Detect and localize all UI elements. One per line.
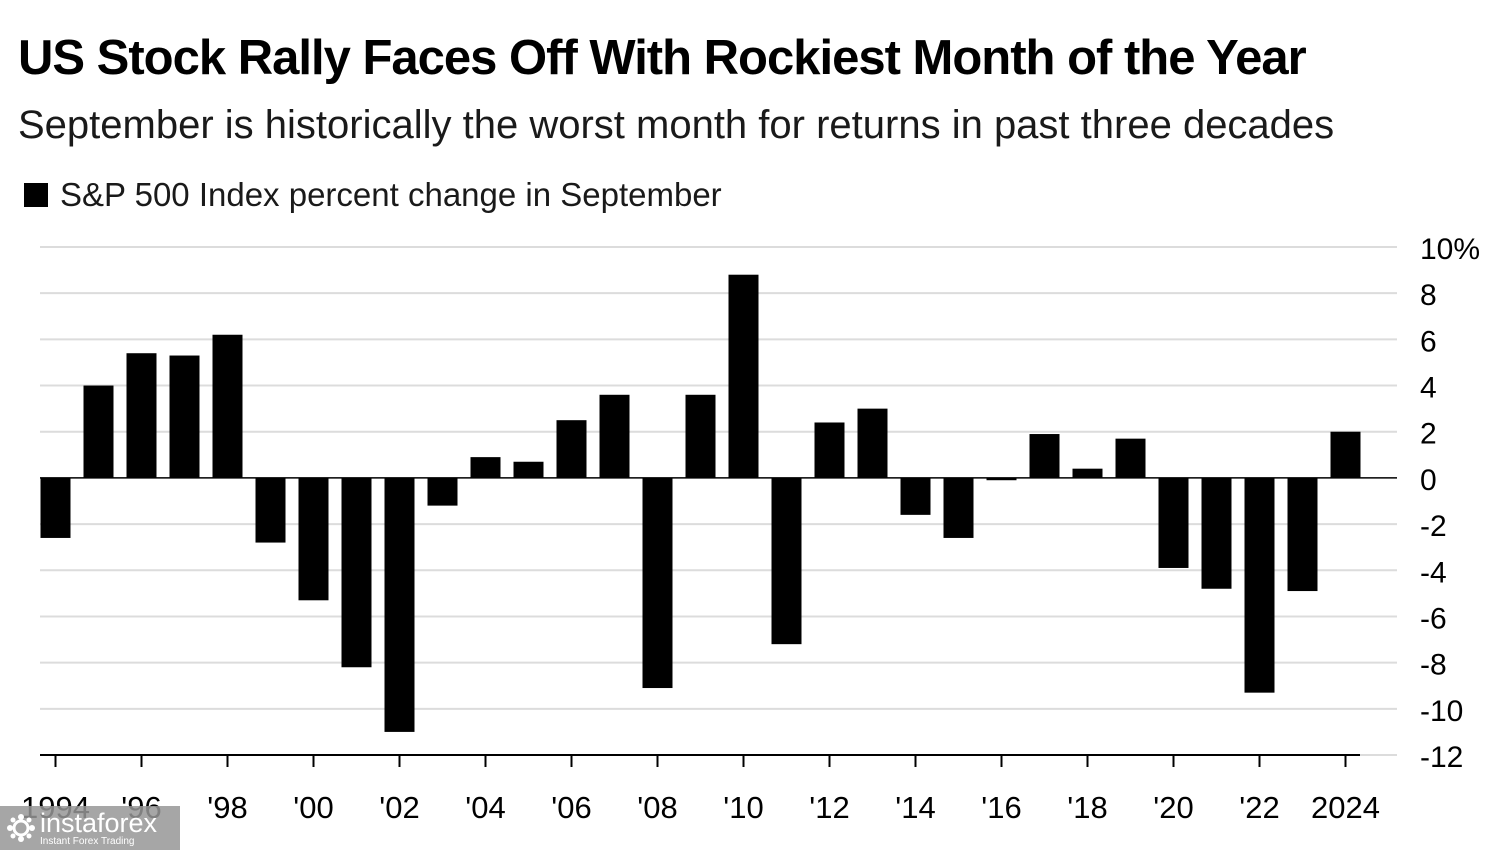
bar-2023 bbox=[1287, 477, 1318, 592]
bar-1998 bbox=[212, 334, 243, 478]
bar-2006 bbox=[556, 420, 587, 478]
bar-2009 bbox=[685, 394, 716, 478]
bar-2008 bbox=[642, 477, 673, 689]
legend: S&P 500 Index percent change in Septembe… bbox=[24, 176, 722, 214]
y-tick-label: -12 bbox=[1420, 741, 1463, 774]
bar-2024 bbox=[1330, 431, 1361, 478]
bar-1997 bbox=[169, 355, 200, 478]
x-tick-label: '98 bbox=[207, 790, 247, 825]
x-tick-label: '12 bbox=[809, 790, 849, 825]
x-tick-label: '00 bbox=[293, 790, 333, 825]
x-tick-label: '20 bbox=[1153, 790, 1193, 825]
y-tick-label: 6 bbox=[1420, 325, 1437, 358]
watermark-tagline: Instant Forex Trading bbox=[40, 835, 135, 847]
y-tick-label: -4 bbox=[1420, 556, 1447, 589]
bar-1996 bbox=[126, 353, 157, 478]
y-tick-label: -6 bbox=[1420, 602, 1447, 635]
y-tick-label: -2 bbox=[1420, 510, 1447, 543]
instaforex-logo-icon bbox=[7, 814, 35, 842]
bar-2007 bbox=[599, 394, 630, 478]
bar-2010 bbox=[728, 274, 759, 478]
x-tick-label: '18 bbox=[1067, 790, 1107, 825]
bar-2002 bbox=[384, 477, 415, 732]
bar-2011 bbox=[771, 477, 802, 645]
bar-2014 bbox=[900, 477, 931, 515]
bar-2018 bbox=[1072, 468, 1103, 478]
bar-2022 bbox=[1244, 477, 1275, 693]
y-tick-label: 10% bbox=[1420, 233, 1480, 266]
chart-subtitle: September is historically the worst mont… bbox=[18, 103, 1335, 147]
bar-2015 bbox=[943, 477, 974, 538]
x-tick-label: '10 bbox=[723, 790, 763, 825]
bar-2013 bbox=[857, 408, 888, 478]
bar-2019 bbox=[1115, 438, 1146, 478]
x-tick-label: 2024 bbox=[1311, 790, 1380, 825]
bar-2017 bbox=[1029, 434, 1060, 478]
bar-1999 bbox=[255, 477, 286, 543]
legend-label: S&P 500 Index percent change in Septembe… bbox=[60, 176, 722, 213]
x-tick-label: '06 bbox=[551, 790, 591, 825]
bar-2004 bbox=[470, 457, 501, 478]
watermark: instaforex Instant Forex Trading bbox=[0, 806, 180, 850]
x-tick-label: '04 bbox=[465, 790, 505, 825]
bar-2001 bbox=[341, 477, 372, 668]
y-tick-label: 0 bbox=[1420, 464, 1437, 497]
y-tick-label: 8 bbox=[1420, 279, 1437, 312]
bar-2000 bbox=[298, 477, 329, 601]
y-tick-label: 4 bbox=[1420, 372, 1437, 405]
bar-2021 bbox=[1201, 477, 1232, 589]
bar-2012 bbox=[814, 422, 845, 478]
bar-1994 bbox=[40, 477, 71, 538]
x-tick-label: '08 bbox=[637, 790, 677, 825]
bar-1995 bbox=[83, 385, 114, 478]
x-tick-label: '02 bbox=[379, 790, 419, 825]
bar-2003 bbox=[427, 477, 458, 506]
bar-2020 bbox=[1158, 477, 1189, 568]
x-tick-label: '14 bbox=[895, 790, 935, 825]
x-tick-label: '16 bbox=[981, 790, 1021, 825]
y-tick-label: 2 bbox=[1420, 418, 1437, 451]
watermark-name: instaforex bbox=[40, 807, 158, 838]
chart-title: US Stock Rally Faces Off With Rockiest M… bbox=[18, 31, 1307, 85]
y-tick-label: -10 bbox=[1420, 695, 1463, 728]
bar-2005 bbox=[513, 461, 544, 478]
x-tick-label: '22 bbox=[1239, 790, 1279, 825]
y-tick-label: -8 bbox=[1420, 649, 1447, 682]
legend-swatch bbox=[24, 183, 48, 207]
bar-2016 bbox=[986, 477, 1017, 481]
